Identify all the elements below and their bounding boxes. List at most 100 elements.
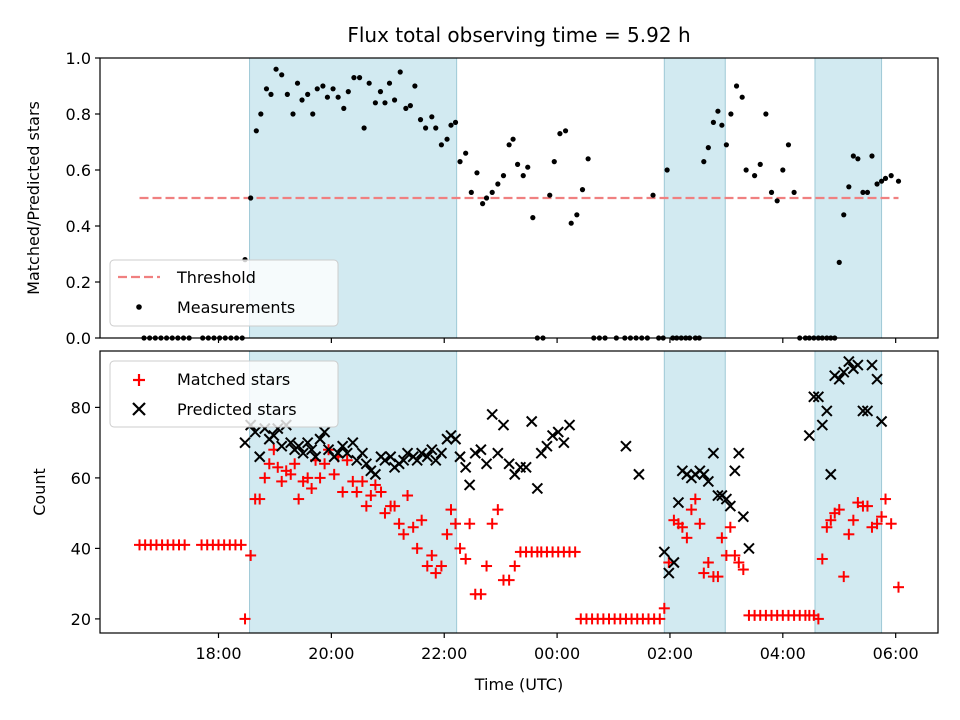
predicted-stars-series <box>239 355 888 579</box>
measurements-legend-marker <box>136 304 142 310</box>
matched-star-point <box>737 564 749 576</box>
predicted-star-point <box>743 542 755 555</box>
measurement-point <box>855 156 861 162</box>
measurement-point <box>444 136 450 142</box>
measurement-point <box>864 189 871 195</box>
x-tick-label: 22:00 <box>421 644 467 663</box>
y-tick-label: 0.0 <box>66 329 91 348</box>
matched-star-point <box>347 475 359 487</box>
predicted-star-point <box>332 447 344 459</box>
matched-star-point <box>314 472 326 484</box>
measurement-point <box>510 136 516 142</box>
measurement-point <box>882 175 889 181</box>
predicted-star-point <box>546 429 559 442</box>
measurement-point <box>417 117 424 123</box>
top-shaded-intervals <box>249 57 883 339</box>
measurement-point <box>361 125 367 131</box>
measurement-point <box>305 91 311 97</box>
predicted-star-point <box>449 433 462 445</box>
matched-star-point <box>689 493 701 505</box>
measurement-point <box>728 111 734 117</box>
matched-stars-series <box>134 444 904 625</box>
measurement-point <box>320 83 326 89</box>
matched-star-point <box>235 539 247 551</box>
x-tick-label: 06:00 <box>873 644 919 663</box>
measurement-point <box>433 125 439 131</box>
predicted-star-point <box>503 458 515 470</box>
predicted-star-point <box>336 440 349 452</box>
predicted-star-point <box>292 440 305 452</box>
matched-star-point <box>654 613 666 625</box>
predicted-star-point <box>816 419 829 431</box>
measurement-point <box>841 212 847 218</box>
matched-star-point <box>716 532 728 544</box>
measurement-point <box>719 122 725 128</box>
predicted-star-point <box>239 436 251 449</box>
matched-star-point <box>402 490 414 502</box>
measurement-point <box>258 111 264 117</box>
matched-star-point <box>337 486 349 498</box>
matched-star-point <box>245 549 257 561</box>
predicted-star-point <box>347 436 359 449</box>
matched-star-point <box>426 549 438 561</box>
predicted-star-point <box>356 447 369 459</box>
predicted-star-point <box>497 419 510 431</box>
matched-star-point <box>492 504 504 516</box>
predicted-star-point <box>435 447 448 459</box>
matched-star-point <box>379 507 391 519</box>
matched-star-point <box>503 574 515 586</box>
predicted-star-point <box>720 493 733 505</box>
matched-star-point <box>450 518 462 530</box>
measurement-point <box>480 201 486 207</box>
matched-star-point <box>509 560 521 572</box>
chart-title: Flux total observing time = 5.92 h <box>347 23 690 47</box>
measurement-point <box>525 164 531 170</box>
predicted-star-point <box>360 458 373 470</box>
predicted-star-point <box>838 366 850 378</box>
y-tick-label: 0.2 <box>66 273 91 292</box>
predicted-star-point <box>702 475 715 488</box>
matched-star-point <box>843 528 855 540</box>
matched-star-point <box>441 528 453 540</box>
predicted-stars-legend-marker <box>132 402 146 416</box>
measurement-point <box>780 167 786 173</box>
predicted-star-point <box>558 436 570 449</box>
y-tick-label: 20 <box>71 610 91 629</box>
matched-star-point <box>276 475 288 487</box>
matched-star-point <box>369 479 381 491</box>
x-tick-label: 04:00 <box>760 644 806 663</box>
measurement-point <box>579 187 586 193</box>
predicted-star-point <box>301 436 314 449</box>
y-tick-label: 60 <box>71 469 91 488</box>
matched-star-point <box>430 567 442 579</box>
predicted-star-point <box>821 405 833 417</box>
measurement-point <box>377 89 384 95</box>
matched-star-point <box>712 571 724 583</box>
measurement-point <box>412 83 418 89</box>
measurement-point <box>530 215 536 221</box>
matched-star-point <box>698 567 710 579</box>
measurement-point <box>785 142 792 148</box>
measurement-point <box>791 189 797 195</box>
predicted-star-point <box>249 426 261 438</box>
bottom-x-axis: 18:00 20:00 22:00 00:00 02:00 04:00 06:00 <box>195 633 919 663</box>
measurement-point <box>457 159 463 165</box>
bottom-plot-frame <box>99 350 939 634</box>
matched-star-point <box>454 542 466 554</box>
matched-star-point <box>421 560 433 572</box>
measurement-point <box>386 80 393 86</box>
predicted-star-point <box>552 426 564 438</box>
matched-star-point <box>365 490 377 502</box>
predicted-star-point <box>866 359 878 371</box>
measurement-point <box>299 97 305 103</box>
measurement-point <box>341 105 347 111</box>
predicted-star-point <box>843 355 855 368</box>
y-tick-label: 80 <box>71 398 91 417</box>
measurement-point <box>557 131 563 137</box>
measurement-point <box>397 69 403 75</box>
predicted-star-point <box>861 405 874 417</box>
measurement-point <box>294 80 301 86</box>
matched-star-point <box>885 518 897 530</box>
measurement-point <box>739 94 745 100</box>
measurements-legend-label: Measurements <box>177 298 295 317</box>
